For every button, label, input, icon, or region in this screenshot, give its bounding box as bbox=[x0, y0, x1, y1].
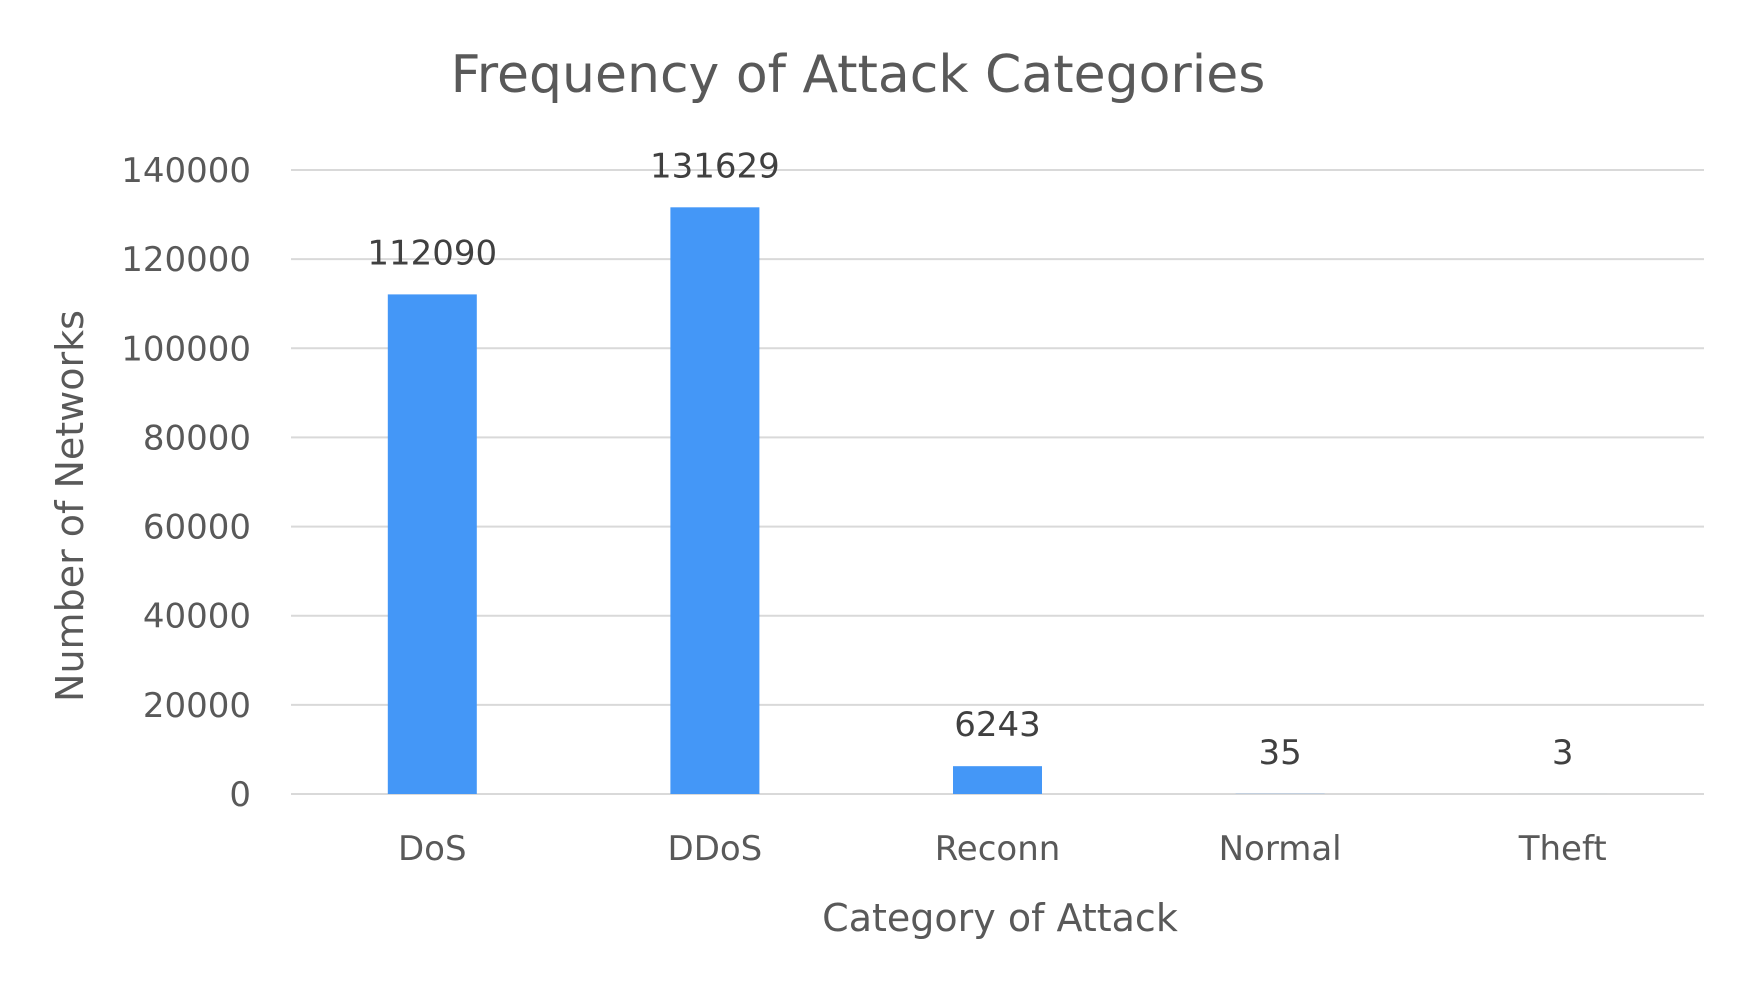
data-label-normal: 35 bbox=[1258, 733, 1301, 773]
x-tick-label-dos: DoS bbox=[398, 829, 467, 869]
y-tick-label: 20000 bbox=[143, 686, 251, 726]
data-label-reconn: 6243 bbox=[954, 705, 1041, 745]
data-label-theft: 3 bbox=[1552, 733, 1574, 773]
bar-reconn bbox=[953, 766, 1042, 794]
x-tick-label-normal: Normal bbox=[1219, 829, 1342, 869]
x-tick-label-reconn: Reconn bbox=[935, 829, 1061, 869]
y-axis-title: Number of Networks bbox=[48, 310, 92, 702]
y-tick-label: 100000 bbox=[121, 329, 251, 369]
y-tick-label: 0 bbox=[229, 775, 251, 815]
y-tick-label: 140000 bbox=[121, 151, 251, 191]
y-tick-label: 80000 bbox=[143, 418, 251, 458]
data-labels: 112090 131629 6243 35 3 bbox=[367, 146, 1573, 773]
x-tick-label-theft: Theft bbox=[1518, 829, 1607, 869]
bars bbox=[387, 207, 1608, 795]
bar-ddos bbox=[670, 207, 760, 795]
y-tick-label: 60000 bbox=[143, 508, 251, 548]
y-axis-tick-labels: 0 20000 40000 60000 80000 100000 120000 140000 bbox=[121, 151, 251, 815]
x-axis-tick-labels: DoS DDoS Reconn Normal Theft bbox=[398, 829, 1607, 869]
y-tick-label: 40000 bbox=[143, 597, 251, 637]
y-tick-label: 120000 bbox=[121, 240, 251, 280]
data-label-ddos: 131629 bbox=[650, 146, 780, 186]
x-axis-title: Category of Attack bbox=[822, 896, 1178, 940]
bar-dos bbox=[387, 294, 477, 794]
data-label-dos: 112090 bbox=[367, 233, 497, 273]
x-tick-label-ddos: DDoS bbox=[668, 829, 763, 869]
gridlines bbox=[291, 169, 1704, 795]
chart-title: Frequency of Attack Categories bbox=[451, 45, 1266, 105]
